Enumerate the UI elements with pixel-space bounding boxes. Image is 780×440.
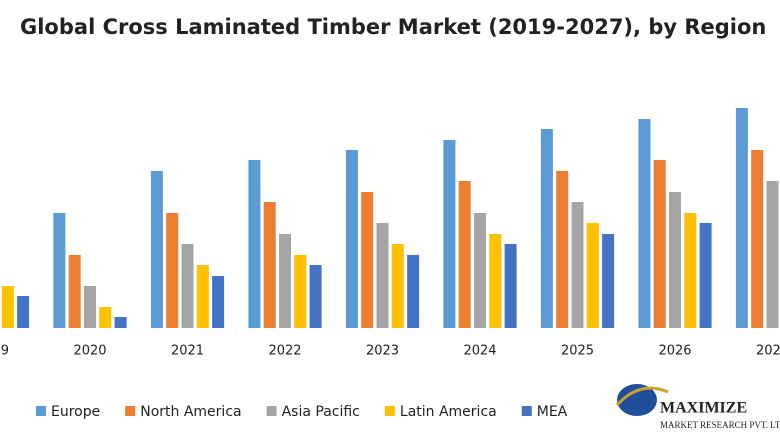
x-tick-label: 2024 bbox=[463, 344, 496, 359]
bar bbox=[504, 244, 517, 328]
bar bbox=[586, 223, 599, 328]
bar bbox=[99, 307, 112, 328]
bar bbox=[766, 181, 779, 328]
legend-swatch bbox=[125, 406, 136, 416]
bar bbox=[248, 160, 261, 328]
legend-label: Asia Pacific bbox=[282, 404, 360, 420]
bar bbox=[279, 234, 291, 328]
bar bbox=[53, 213, 66, 328]
bar bbox=[17, 296, 30, 328]
bar bbox=[458, 181, 471, 328]
bar bbox=[68, 255, 81, 328]
legend-swatch bbox=[36, 406, 46, 416]
logo-tagline: MARKET RESEARCH PVT. LTD. bbox=[660, 420, 780, 430]
bar bbox=[540, 129, 553, 328]
legend-swatch bbox=[266, 406, 277, 416]
bar bbox=[653, 160, 666, 328]
bar bbox=[361, 192, 374, 328]
bar bbox=[638, 119, 651, 328]
bar bbox=[345, 150, 358, 328]
legend-label: Europe bbox=[51, 404, 100, 420]
legend-label: Latin America bbox=[400, 404, 497, 420]
x-tick-label: 2019 bbox=[0, 344, 9, 359]
bar bbox=[196, 265, 209, 328]
bar bbox=[309, 265, 322, 328]
bar bbox=[1, 286, 14, 328]
bar bbox=[84, 286, 96, 328]
bar bbox=[474, 213, 486, 328]
bar bbox=[669, 192, 681, 328]
bar bbox=[212, 276, 225, 328]
logo: MAXIMIZE MARKET RESEARCH PVT. LTD. bbox=[615, 384, 780, 430]
logo-swoosh bbox=[615, 386, 669, 407]
x-tick-label: 2026 bbox=[658, 344, 691, 359]
bar bbox=[556, 171, 569, 328]
x-tick-label: 2020 bbox=[73, 344, 106, 359]
x-tick-label: 2027 bbox=[756, 344, 780, 359]
x-tick-label: 2023 bbox=[366, 344, 399, 359]
bar bbox=[181, 244, 194, 328]
legend-swatch bbox=[521, 406, 532, 416]
bar bbox=[571, 202, 584, 328]
bar bbox=[489, 234, 502, 328]
bar bbox=[443, 140, 456, 328]
legend-swatch bbox=[384, 406, 395, 416]
x-tick-label: 2025 bbox=[561, 344, 594, 359]
bar bbox=[699, 223, 712, 328]
bar bbox=[751, 150, 764, 328]
x-tick-label: 2022 bbox=[268, 344, 301, 359]
bar bbox=[150, 171, 163, 328]
x-tick-label: 2021 bbox=[171, 344, 204, 359]
bar bbox=[294, 255, 307, 328]
bar bbox=[114, 317, 127, 328]
legend-label: North America bbox=[140, 404, 241, 420]
legend-label: MEA bbox=[537, 404, 568, 420]
bar bbox=[684, 213, 697, 328]
logo-globe bbox=[617, 384, 657, 416]
bar bbox=[602, 234, 615, 328]
bar bbox=[735, 108, 748, 328]
chart-title: Global Cross Laminated Timber Market (20… bbox=[20, 15, 766, 39]
bar bbox=[407, 255, 420, 328]
bar bbox=[263, 202, 276, 328]
bar bbox=[376, 223, 389, 328]
bar bbox=[391, 244, 404, 328]
logo-name: MAXIMIZE bbox=[660, 400, 747, 417]
bar bbox=[166, 213, 179, 328]
